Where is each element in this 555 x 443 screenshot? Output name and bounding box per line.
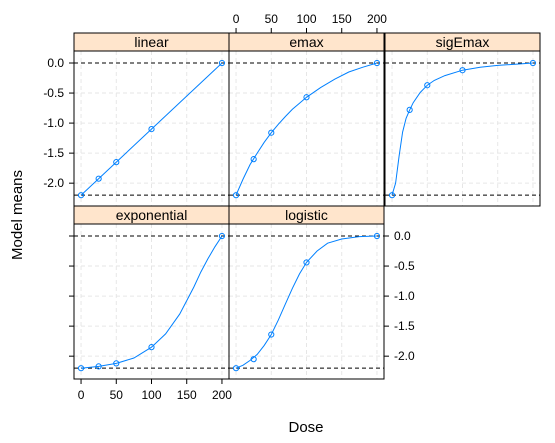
series-line-emax	[235, 62, 378, 196]
y-tick-label: -0.5	[43, 86, 64, 100]
data-point	[218, 59, 226, 67]
strips-layer: linear emax sigEmax exponential logistic	[73, 32, 541, 225]
data-point	[268, 331, 275, 338]
x-tick-label: 200	[212, 388, 232, 402]
data-point	[406, 106, 413, 113]
ticks-layer: 0 50 100 150 200 0 50 100 150 200 0.0 -0.5 -1.0 -1.5 -…	[43, 12, 415, 402]
grid-layer	[74, 51, 540, 379]
y-axis-title: Model means	[9, 170, 26, 260]
x-tick-label: 50	[265, 12, 279, 26]
panel-title: exponential	[116, 207, 188, 223]
series-line-linear	[80, 62, 223, 196]
data-point	[95, 175, 102, 182]
data-point	[218, 232, 226, 240]
data-point	[529, 59, 537, 67]
x-tick-label: 100	[296, 12, 316, 26]
data-point	[77, 192, 85, 199]
data-point	[268, 129, 275, 136]
x-tick-label: 200	[367, 12, 387, 26]
panel-strip	[384, 32, 541, 52]
x-tick-label: 150	[177, 388, 197, 402]
y-tick-label: -1.5	[43, 146, 64, 160]
data-point	[424, 82, 431, 89]
x-tick-label: 0	[78, 388, 85, 402]
panel-strip	[228, 205, 385, 225]
data-point	[373, 232, 381, 240]
panel-title: sigEmax	[436, 34, 490, 50]
data-point	[113, 360, 120, 367]
data-point	[373, 59, 381, 67]
data-point	[250, 156, 257, 163]
y-tick-label: -1.0	[394, 289, 415, 303]
y-tick-label: 0.0	[47, 56, 64, 70]
x-axis-title: Dose	[288, 419, 323, 436]
data-point	[148, 126, 155, 133]
data-point	[95, 363, 102, 370]
x-tick-label: 150	[332, 12, 352, 26]
data-point	[148, 344, 155, 351]
reference-lines-layer	[74, 62, 540, 369]
panel-title: linear	[134, 34, 169, 50]
data-point	[250, 356, 257, 363]
data-point	[388, 192, 396, 199]
panel-title: logistic	[285, 207, 328, 223]
data-point	[459, 67, 466, 74]
y-tick-label: -2.0	[43, 176, 64, 190]
data-point	[113, 159, 120, 166]
y-tick-label: 0.0	[394, 229, 411, 243]
data-point	[232, 365, 240, 372]
series-line-sigEmax	[391, 62, 534, 196]
y-tick-label: -1.0	[43, 116, 64, 130]
data-point	[77, 365, 85, 372]
x-tick-label: 100	[141, 388, 161, 402]
points-layer	[77, 59, 537, 372]
y-tick-label: -1.5	[394, 319, 415, 333]
data-point	[303, 94, 310, 101]
data-point	[232, 192, 240, 199]
x-tick-label: 50	[110, 388, 124, 402]
data-point	[303, 259, 310, 266]
panel-title: emax	[289, 34, 323, 50]
series-line-logistic	[235, 235, 378, 369]
y-tick-label: -0.5	[394, 259, 415, 273]
y-tick-label: -2.0	[394, 349, 415, 363]
x-tick-label: 0	[233, 12, 240, 26]
